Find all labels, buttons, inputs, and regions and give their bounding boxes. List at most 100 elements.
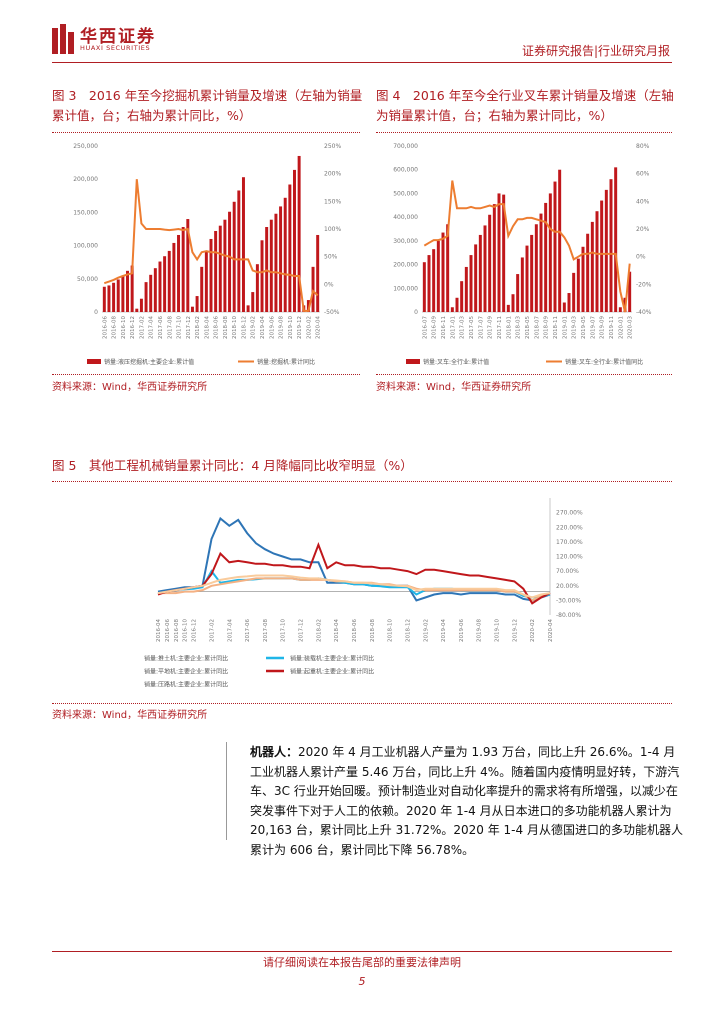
x-tick-label: 2018-06 xyxy=(352,619,358,642)
y-left-tick-label: 700,000 xyxy=(393,143,418,150)
bar xyxy=(520,257,524,312)
bar xyxy=(112,282,116,312)
bar xyxy=(534,224,538,312)
y-left-tick-label: 500,000 xyxy=(393,190,418,197)
y-right-tick-label: 0% xyxy=(636,254,646,261)
bar xyxy=(464,266,468,312)
fig3-legend-bar-swatch xyxy=(87,359,101,364)
x-tick-label: 2017-03 xyxy=(460,316,466,339)
bar xyxy=(186,219,190,312)
bar xyxy=(316,234,320,312)
y-right-tick-label: 20% xyxy=(636,226,650,233)
y-right-tick-label: -20% xyxy=(636,281,652,288)
y-right-tick-label: -50% xyxy=(324,309,340,316)
fig5-title: 图 5 其他工程机械销量累计同比：4 月降幅同比收窄明显（%） xyxy=(52,458,413,473)
x-tick-label: 2016-08 xyxy=(174,619,180,642)
legal-disclaimer: 请仔细阅读在本报告尾部的重要法律声明 xyxy=(263,956,461,969)
bar xyxy=(576,258,580,312)
bar xyxy=(567,293,571,312)
x-tick-label: 2016-10 xyxy=(183,619,189,642)
bar xyxy=(172,242,176,312)
bar xyxy=(460,281,464,312)
x-tick-label: 2019-01 xyxy=(562,316,568,339)
x-tick-label: 2017-01 xyxy=(450,316,456,339)
series-line xyxy=(157,574,551,599)
x-tick-label: 2018-09 xyxy=(544,316,550,339)
legend-label: 销量:装载机:主要企业:累计同比 xyxy=(290,655,374,663)
x-tick-label: 2016-04 xyxy=(156,619,162,642)
bar xyxy=(628,271,632,312)
series-line xyxy=(157,541,551,605)
y-tick-label: 20.00% xyxy=(556,583,579,590)
header-divider xyxy=(52,62,672,63)
x-tick-label: 2019-07 xyxy=(590,316,596,339)
fig5-top-rule xyxy=(52,481,672,482)
y-tick-label: -80.00% xyxy=(556,612,581,619)
bar xyxy=(511,294,515,312)
bar xyxy=(497,193,501,312)
y-tick-label: -30.00% xyxy=(556,597,581,604)
bar xyxy=(144,282,148,312)
bar xyxy=(149,274,153,312)
y-right-tick-label: 0% xyxy=(324,281,334,288)
y-tick-label: 270.00% xyxy=(556,510,583,517)
yoy-line xyxy=(103,179,319,312)
x-tick-label: 2019-10 xyxy=(288,316,294,339)
bar xyxy=(279,206,283,312)
x-tick-label: 2018-03 xyxy=(516,316,522,339)
bar xyxy=(572,272,576,312)
bar xyxy=(530,234,534,312)
bar xyxy=(200,266,204,312)
legend-label: 销量:压路机:主要企业:累计同比 xyxy=(144,681,228,689)
bar xyxy=(167,250,171,312)
bar xyxy=(506,304,510,312)
y-tick-label: 70.00% xyxy=(556,568,579,575)
fig4-legend-bar-label: 销量:叉车:全行业:累计值 xyxy=(423,358,489,366)
bar xyxy=(283,197,287,312)
bar xyxy=(195,296,199,312)
x-tick-label: 2018-05 xyxy=(525,316,531,339)
y-right-tick-label: 50% xyxy=(324,254,338,261)
bar xyxy=(158,261,162,312)
y-left-tick-label: 150,000 xyxy=(73,209,98,216)
y-right-tick-label: 100% xyxy=(324,226,341,233)
x-tick-label: 2017-06 xyxy=(158,316,164,339)
robot-lead: 机器人： xyxy=(250,745,299,759)
bar xyxy=(288,184,292,312)
bar xyxy=(544,202,548,312)
fig3-top-rule xyxy=(52,132,360,133)
bar xyxy=(492,204,496,312)
bar xyxy=(618,307,622,312)
bar xyxy=(209,238,213,312)
bar xyxy=(525,245,529,312)
y-left-tick-label: 0 xyxy=(94,309,98,316)
logo-name: 华西证券 xyxy=(80,27,156,47)
fig4-title: 图 4 2016 年至今全行业叉车累计销量及增速（左轴为销量累计值，台；右轴为累… xyxy=(376,88,674,123)
bar xyxy=(516,274,520,312)
y-left-tick-label: 200,000 xyxy=(73,176,98,183)
bar xyxy=(483,225,487,312)
yoy-line xyxy=(423,180,631,313)
x-tick-label: 2019-02 xyxy=(423,619,429,642)
fig4-legend-line-label: 销量:叉车:全行业:累计值同比 xyxy=(565,358,643,366)
x-tick-label: 2018-08 xyxy=(370,619,376,642)
bar xyxy=(218,225,222,312)
robot-paragraph: 机器人：2020 年 4 月工业机器人产量为 1.93 万台，同比上升 26.6… xyxy=(250,743,686,860)
x-tick-label: 2017-04 xyxy=(149,316,155,339)
x-tick-label: 2020-04 xyxy=(316,316,322,339)
x-tick-label: 2019-03 xyxy=(572,316,578,339)
x-tick-label: 2018-01 xyxy=(506,316,512,339)
x-tick-label: 2016-09 xyxy=(432,316,438,339)
x-tick-label: 2017-09 xyxy=(488,316,494,339)
fig4-legend-bar-swatch xyxy=(406,359,420,364)
bar xyxy=(436,240,440,312)
x-tick-label: 2016-06 xyxy=(102,316,108,339)
bar xyxy=(241,177,245,312)
x-tick-label: 2018-10 xyxy=(232,316,238,339)
bar xyxy=(432,249,436,312)
x-tick-label: 2017-11 xyxy=(497,316,503,339)
bar xyxy=(107,285,111,312)
bar xyxy=(214,230,218,312)
bar xyxy=(558,169,562,312)
x-tick-label: 2017-05 xyxy=(469,316,475,339)
